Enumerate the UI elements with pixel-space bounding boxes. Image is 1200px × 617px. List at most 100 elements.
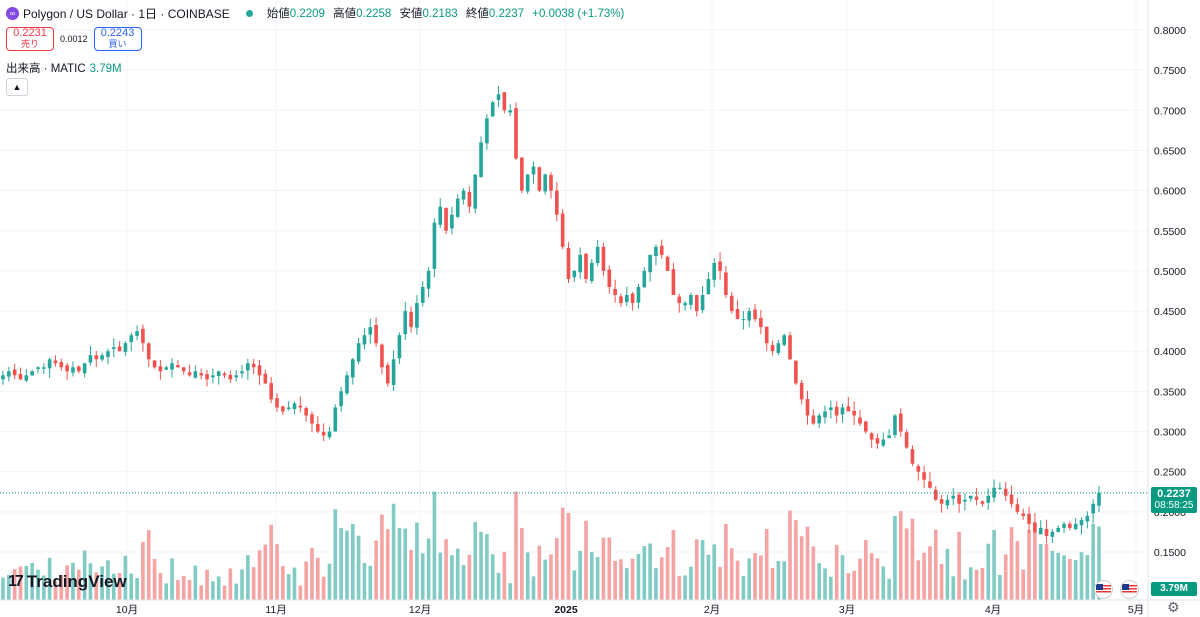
volume-bar (508, 583, 512, 600)
tradingview-logo[interactable]: 17 TradingView (8, 572, 127, 592)
volume-bar (928, 546, 932, 600)
candle-body (928, 481, 932, 488)
volume-bar (659, 557, 664, 600)
volume-bar (916, 560, 921, 600)
candle-body (12, 369, 17, 376)
volume-bar (1033, 528, 1037, 600)
volume-bar (858, 558, 862, 600)
volume-bar (578, 550, 582, 600)
volume-bar (671, 529, 676, 600)
candle-body (71, 367, 75, 373)
candle-body (310, 414, 314, 424)
volume-bar (152, 558, 157, 600)
change-value: +0.0038 (+1.73%) (532, 8, 625, 20)
volume-bar (76, 569, 81, 600)
candle-body (1009, 494, 1014, 504)
candle-body (339, 391, 343, 407)
buy-button[interactable]: 0.2243 買い (93, 27, 142, 51)
candle-body (590, 262, 594, 282)
volume-bar (566, 512, 571, 600)
volume-bar (782, 561, 786, 600)
volume-bar (694, 539, 699, 600)
sell-button[interactable]: 0.2231 売り (6, 27, 54, 51)
volume-bar (234, 583, 238, 600)
volume-bar (665, 546, 670, 600)
volume-bar (135, 578, 139, 600)
candle-body (502, 92, 507, 111)
ohlc-readout: 始値0.2209 高値0.2258 安値0.2183 終値0.2237 +0.0… (267, 5, 625, 21)
symbol-title[interactable]: Polygon / US Dollar · 1日 · COINBASE (23, 6, 230, 21)
volume-bar (619, 559, 623, 600)
candle-body (689, 295, 693, 305)
price-tick-label: 0.2500 (1154, 467, 1186, 479)
volume-bar (455, 548, 460, 600)
volume-bar (764, 529, 769, 600)
market-status-dot[interactable] (245, 9, 253, 17)
candle-body (356, 343, 361, 362)
last-price-tag: 0.2237 08:58:25 (1151, 487, 1197, 513)
volume-label: 出来高 · MATIC (6, 63, 86, 75)
volume-bar (490, 554, 495, 600)
candle-body (333, 407, 338, 432)
volume-bar (549, 554, 553, 600)
volume-bar (502, 552, 507, 600)
volume-bar (129, 573, 134, 600)
volume-bar (1097, 526, 1101, 600)
price-tick-label: 0.8000 (1154, 25, 1186, 37)
volume-bar (1056, 552, 1060, 600)
price-tick-label: 0.4000 (1154, 346, 1186, 358)
volume-bar (555, 538, 559, 600)
candle-body (852, 410, 856, 416)
volume-bar (316, 557, 320, 600)
candle-body (496, 94, 501, 100)
candle-body (269, 383, 273, 400)
candle-body (275, 398, 279, 408)
polygon-logo-icon[interactable]: ∞ (6, 6, 19, 20)
volume-bar (356, 535, 361, 600)
candle-body (933, 489, 938, 500)
volume-bar (794, 520, 798, 600)
chevron-up-icon[interactable]: ▲ (6, 78, 28, 96)
candle-body (642, 270, 647, 288)
candle-body (595, 246, 600, 264)
us-flag-icon[interactable] (1120, 580, 1139, 599)
volume-bar (36, 569, 40, 600)
volume-bar (65, 565, 69, 600)
candle-body (216, 371, 221, 377)
open-value: 0.2209 (289, 8, 325, 20)
us-flag-icon[interactable] (1094, 580, 1113, 599)
candle-body (531, 166, 536, 175)
time-axis: 10月 11月 12月 2025 2月 3月 4月 5月 (0, 599, 1200, 616)
low-label: 安値 (399, 8, 423, 20)
buy-price: 0.2243 (100, 27, 135, 39)
candle-body (823, 411, 827, 418)
gear-icon[interactable]: ⚙ (1167, 599, 1180, 615)
time-tick-label: 2月 (704, 604, 720, 616)
volume-bar (689, 566, 693, 600)
candle-body (549, 174, 553, 191)
trade-buttons: 0.2231 売り 0.0012 0.2243 買い (6, 27, 142, 51)
spread-value: 0.0012 (60, 34, 88, 44)
volume-bar (298, 585, 303, 600)
candle-body (753, 309, 757, 320)
volume-bar (368, 565, 373, 600)
volume-bar (199, 585, 204, 600)
candle-body (817, 415, 821, 424)
volume-bar (677, 575, 682, 600)
volume-bar (438, 552, 443, 600)
volume-bar (426, 538, 431, 600)
volume-bar (141, 542, 145, 600)
volume-bar (601, 537, 606, 600)
volume-bar (257, 550, 262, 600)
candle-body (82, 363, 87, 374)
candle-body (1003, 488, 1008, 496)
volume-bar (724, 523, 728, 600)
candle-body (858, 417, 862, 424)
time-tick-label: 10月 (116, 604, 138, 616)
candle-body (485, 118, 489, 144)
chart-grid (0, 0, 1148, 600)
candle-body (1015, 504, 1020, 512)
volume-legend[interactable]: 出来高 · MATIC 3.79M (6, 60, 122, 76)
candle-body (415, 303, 419, 328)
